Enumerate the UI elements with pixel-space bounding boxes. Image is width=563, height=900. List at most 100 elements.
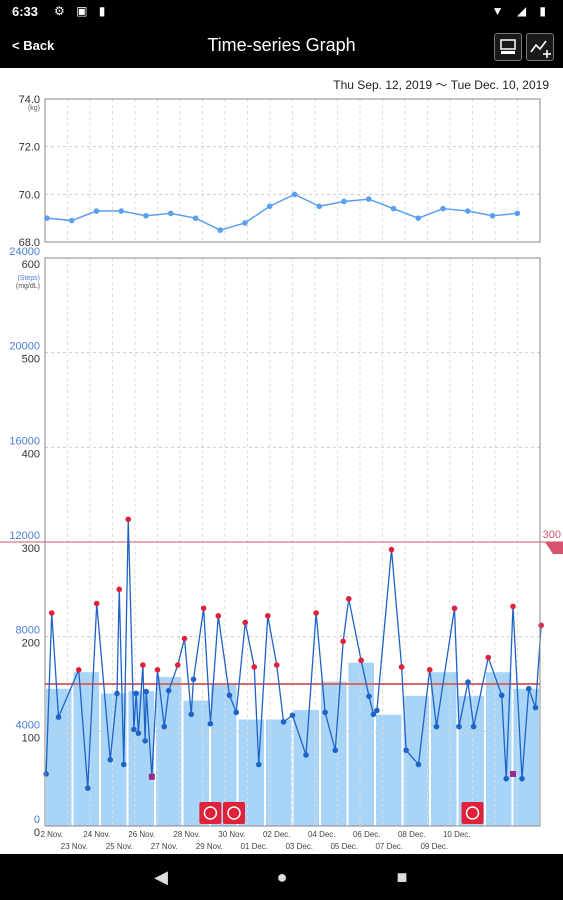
display-icon <box>500 39 516 54</box>
graph-add-icon <box>530 40 551 58</box>
glucose-tick-label: 200 <box>22 638 40 650</box>
glucose-point <box>538 622 544 629</box>
glucose-point <box>107 756 114 763</box>
x-tick-label-top: 24 Nov. <box>83 830 110 839</box>
weight-panel-frame <box>44 98 541 243</box>
glucose-point <box>200 605 207 612</box>
glucose-axis-label: (mg/dL) <box>16 283 40 290</box>
weight-point <box>167 210 174 217</box>
app-bar: < Back Time-series Graph <box>0 24 563 68</box>
page-title: Time-series Graph <box>207 35 356 55</box>
glucose-point <box>398 664 405 670</box>
weight-point <box>192 215 199 221</box>
navigation-bar: ◀ ● ■ <box>0 854 563 900</box>
weight-point <box>440 205 446 212</box>
glucose-point <box>226 692 233 699</box>
x-tick-label-top: 06 Dec. <box>353 830 381 839</box>
glucose-tick-label: 100 <box>22 732 40 744</box>
glucose-point <box>135 730 142 737</box>
steps-tick-label: 24000 <box>9 246 40 258</box>
x-tick-label-bottom: 27 Nov. <box>151 842 178 851</box>
glucose-point <box>403 747 409 754</box>
glucose-point <box>503 775 510 782</box>
threshold-marker <box>545 542 563 554</box>
weight-point <box>291 191 298 198</box>
display-settings-button[interactable] <box>494 33 522 61</box>
x-tick-label-bottom: 23 Nov. <box>61 842 88 851</box>
glucose-point <box>273 662 280 668</box>
meal-event-icon <box>199 802 222 824</box>
glucose-point <box>84 785 91 791</box>
threshold-label: 300 <box>543 529 561 541</box>
glucose-point <box>165 687 172 694</box>
x-tick-label-bottom: 01 Dec. <box>240 842 268 851</box>
x-tick-label-top: 30 Nov. <box>218 830 245 839</box>
glucose-point <box>125 516 132 523</box>
weight-point <box>316 203 323 210</box>
x-tick-label-top: 10 Dec. <box>443 830 471 839</box>
steps-bar <box>266 719 292 826</box>
weight-point <box>365 196 372 202</box>
steps-tick-label: 20000 <box>9 341 40 353</box>
glucose-tick-label: 500 <box>22 354 40 366</box>
system-icons: ▼ ◢ ▮ <box>491 4 551 18</box>
glucose-point <box>415 761 422 768</box>
glucose-point <box>532 704 539 711</box>
weight-tick-label: 72.0 <box>19 142 40 154</box>
steps-bar <box>431 672 457 826</box>
glucose-point <box>55 714 62 720</box>
x-tick-label-bottom: 09 Dec. <box>420 842 448 851</box>
meal-event-icon <box>223 802 245 824</box>
glucose-point <box>510 603 516 610</box>
add-graph-button[interactable] <box>526 33 554 61</box>
main-panel-frame <box>44 257 541 827</box>
glucose-point <box>154 667 161 673</box>
glucose-tick-label: 400 <box>22 448 40 460</box>
nav-recents-icon[interactable]: ■ <box>396 867 408 887</box>
time-series-chart[interactable]: 74.072.070.068.0(kg)24000600200005001600… <box>0 68 563 854</box>
glucose-point <box>251 664 258 670</box>
steps-tick-label: 12000 <box>9 530 40 542</box>
x-tick-label-bottom: 05 Dec. <box>330 842 358 851</box>
graph-area: Thu Sep. 12, 2019 〜 Tue Dec. 10, 2019 74… <box>0 68 563 854</box>
glucose-point <box>114 690 120 697</box>
x-tick-label-top: 08 Dec. <box>398 830 426 839</box>
weight-series-line <box>46 193 518 231</box>
weight-unit-label: (kg) <box>28 105 40 112</box>
glucose-point <box>313 610 319 616</box>
meal-event-icon-glyph <box>227 806 241 820</box>
glucose-point <box>133 690 139 697</box>
weight-point <box>266 203 273 210</box>
glucose-point <box>142 738 148 744</box>
glucose-point <box>470 723 477 730</box>
back-button[interactable]: < Back <box>12 38 55 53</box>
x-tick-label-top: 26 Nov. <box>128 830 155 839</box>
glucose-point <box>190 676 197 683</box>
weight-point <box>44 215 50 221</box>
glucose-tick-label: 300 <box>22 543 40 555</box>
steps-bar <box>321 681 347 826</box>
notification-icons: ⚙ ▣ ▮ <box>54 4 110 18</box>
weight-point <box>341 198 347 205</box>
steps-bar <box>128 691 154 826</box>
glucose-point <box>388 546 395 553</box>
glucose-point <box>93 600 100 607</box>
glucose-point <box>485 654 492 661</box>
steps-bar <box>348 662 374 826</box>
steps-tick-label: 0 <box>34 814 40 826</box>
weight-tick-label: 68.0 <box>19 237 40 249</box>
glucose-point <box>188 711 195 718</box>
status-time: 6:33 <box>12 4 39 19</box>
meal-event-icon-glyph <box>465 806 480 820</box>
glucose-point <box>181 635 188 642</box>
glucose-point <box>120 761 127 768</box>
steps-axis-label: (Steps) <box>17 275 40 282</box>
x-tick-label-bottom: 29 Nov. <box>196 842 223 851</box>
glucose-point <box>366 693 372 700</box>
glucose-point <box>303 752 309 758</box>
nav-home-icon[interactable]: ● <box>276 867 288 887</box>
glucose-point <box>140 662 146 668</box>
nav-back-icon[interactable]: ◀ <box>154 867 168 887</box>
glucose-point <box>451 605 458 612</box>
glucose-point <box>322 709 328 716</box>
